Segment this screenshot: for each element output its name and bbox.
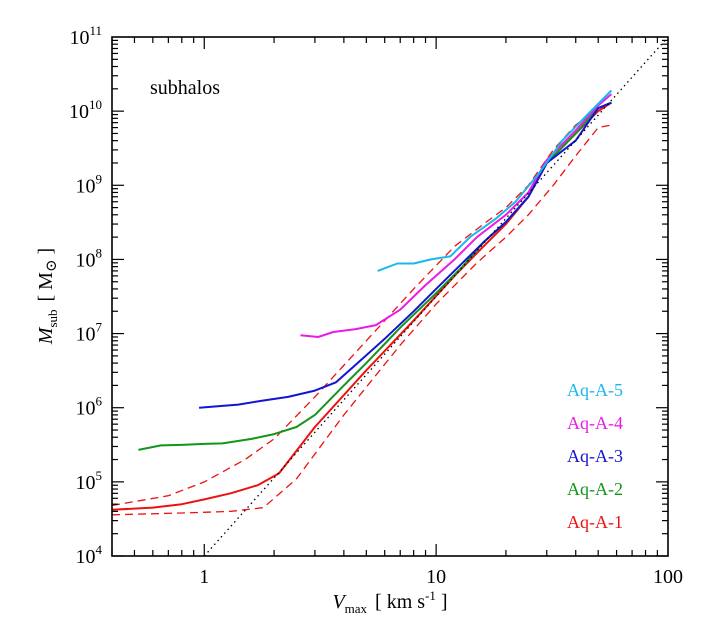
series-line-aq-a-3 — [199, 101, 612, 409]
y-tick-label: 108 — [76, 245, 103, 271]
series-line-aq-a-1 — [112, 101, 612, 511]
y-axis-label-main: M — [35, 326, 57, 345]
x-axis-label-units-end: ] — [436, 591, 448, 613]
y-tick-label: 105 — [76, 468, 103, 494]
series-line-aq-a-4 — [300, 93, 613, 338]
legend-item: Aq-A-2 — [567, 479, 623, 499]
y-axis-label-units-end: ] — [35, 248, 57, 260]
y-tick-label: 1010 — [69, 97, 102, 123]
series-line-aq-a-2 — [138, 101, 612, 451]
y-tick-label: 107 — [76, 320, 103, 346]
x-axis-label-main: V — [332, 591, 347, 613]
y-tick-label: 104 — [76, 542, 103, 568]
x-tick-label: 1 — [199, 566, 209, 588]
x-tick-label: 10 — [426, 566, 446, 588]
y-tick-label: 1011 — [69, 23, 102, 49]
x-tick-label: 100 — [653, 566, 683, 588]
series-line-reference — [203, 37, 668, 556]
y-tick-label: 106 — [76, 394, 103, 420]
annotation-label: subhalos — [150, 77, 220, 99]
x-axis-label-sub: max — [345, 601, 368, 616]
series-layer — [112, 37, 668, 556]
y-axis-label-units: [ M — [35, 272, 57, 302]
y-axis-label-units-sym: ⊙ — [44, 259, 60, 272]
tick-layer: 1 10 100 104 105 106 107 108 109 1010 1011 — [69, 23, 683, 588]
series-line-aq-a-1-upper — [112, 103, 609, 507]
y-axis-label-sub: sub — [45, 309, 60, 327]
legend: Aq-A-5 Aq-A-4 Aq-A-3 Aq-A-2 Aq-A-1 — [567, 380, 623, 532]
x-axis-label-units: [ km s — [375, 591, 425, 613]
legend-item: Aq-A-3 — [567, 446, 623, 466]
plot-frame — [111, 36, 669, 557]
series-line-aq-a-5 — [377, 89, 613, 272]
legend-item: Aq-A-5 — [567, 380, 623, 400]
y-axis-label: Msub [ M⊙ ] — [35, 248, 60, 345]
x-axis-label: Vmax [ km s-1 ] — [332, 588, 447, 616]
y-tick-label: 109 — [76, 171, 103, 197]
legend-item: Aq-A-4 — [567, 413, 623, 433]
series-line-aq-a-1-lower — [112, 124, 612, 516]
legend-item: Aq-A-1 — [567, 512, 623, 532]
x-axis-label-units-sup: -1 — [425, 588, 436, 603]
